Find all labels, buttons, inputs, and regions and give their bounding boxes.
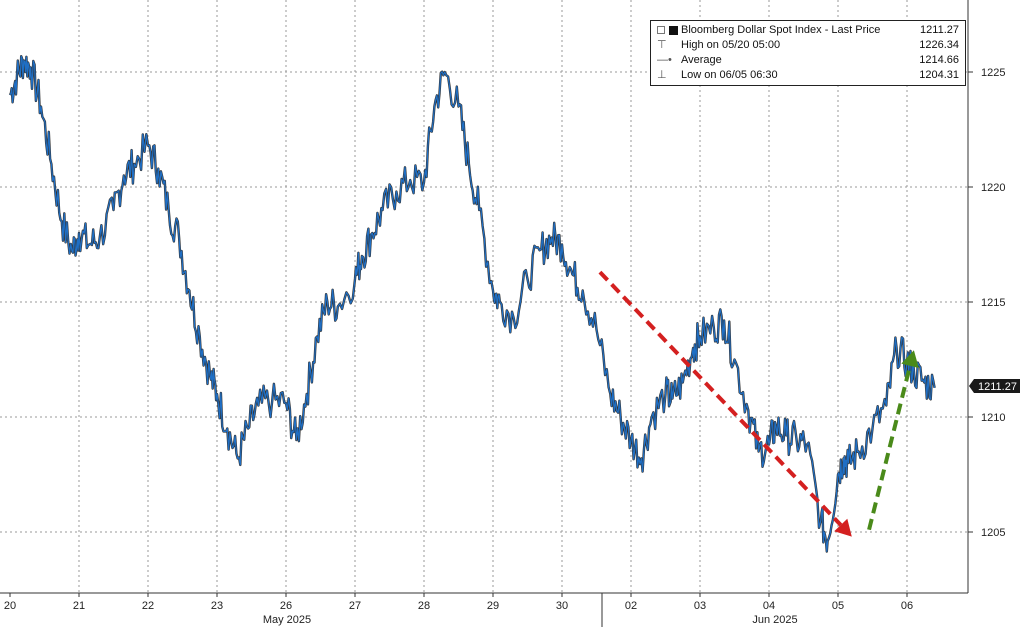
last-price-tag: 1211.27 [969,379,1020,393]
axes [0,0,973,627]
x-tick-label: 21 [73,600,85,612]
legend-row-low: ⊥ Low on 06/05 06:30 1204.31 [657,68,959,83]
month-label: May 2025 [263,614,311,626]
legend-series-swatch-icon [657,23,681,38]
x-tick-label: 03 [694,600,706,612]
y-tick-label: 1205 [981,527,1005,539]
legend-title-row: Bloomberg Dollar Spot Index - Last Price… [657,23,959,38]
legend-row-high: ⊤ High on 05/20 05:00 1226.34 [657,38,959,53]
y-tick-label: 1210 [981,412,1005,424]
grid [0,0,968,593]
legend-row-value: 1204.31 [919,69,959,81]
legend-row-average: —• Average 1214.66 [657,53,959,68]
chart-legend: Bloomberg Dollar Spot Index - Last Price… [650,20,966,86]
low-marker-icon: ⊥ [657,69,667,81]
trend-arrow-head [834,518,852,537]
x-axis-labels: 20 21 22 23 26 27 28 29 30 02 03 04 05 06 [4,600,913,612]
x-tick-label: 29 [487,600,499,612]
trend-arrow-head [901,350,919,368]
legend-row-label: Average [681,54,722,66]
high-marker-icon: ⊤ [657,39,667,51]
month-labels: May 2025 Jun 2025 [263,614,798,626]
x-tick-label: 05 [832,600,844,612]
average-marker-icon: —• [657,54,672,66]
series-line [9,55,936,553]
last-price-tag-text: 1211.27 [978,381,1017,393]
x-tick-label: 27 [349,600,361,612]
y-tick-label: 1220 [981,182,1005,194]
x-tick-label: 30 [556,600,568,612]
x-tick-label: 22 [142,600,154,612]
legend-row-value: 1226.34 [919,39,959,51]
x-tick-label: 23 [211,600,223,612]
series-shadow-line [8,55,936,553]
y-tick-label: 1225 [981,67,1005,79]
legend-row-value: 1214.66 [919,54,959,66]
x-tick-label: 02 [625,600,637,612]
x-tick-label: 28 [418,600,430,612]
annotations [598,270,919,537]
x-tick-label: 06 [901,600,913,612]
legend-series-value: 1211.27 [920,24,959,36]
last-price-tag-shape [969,379,1020,393]
y-tick-label: 1215 [981,297,1005,309]
x-tick-label: 04 [763,600,775,612]
y-axis-labels: 1205 1210 1215 1220 1225 [981,67,1005,539]
legend-series-name: Bloomberg Dollar Spot Index - Last Price [681,24,881,36]
plot-area [8,55,936,553]
legend-row-label: Low on 06/05 06:30 [681,69,778,81]
legend-row-label: High on 05/20 05:00 [681,39,781,51]
trend-arrow-line [598,270,843,527]
trend-arrow-line [867,365,912,531]
x-tick-label: 26 [280,600,292,612]
month-label: Jun 2025 [752,614,797,626]
x-tick-label: 20 [4,600,16,612]
